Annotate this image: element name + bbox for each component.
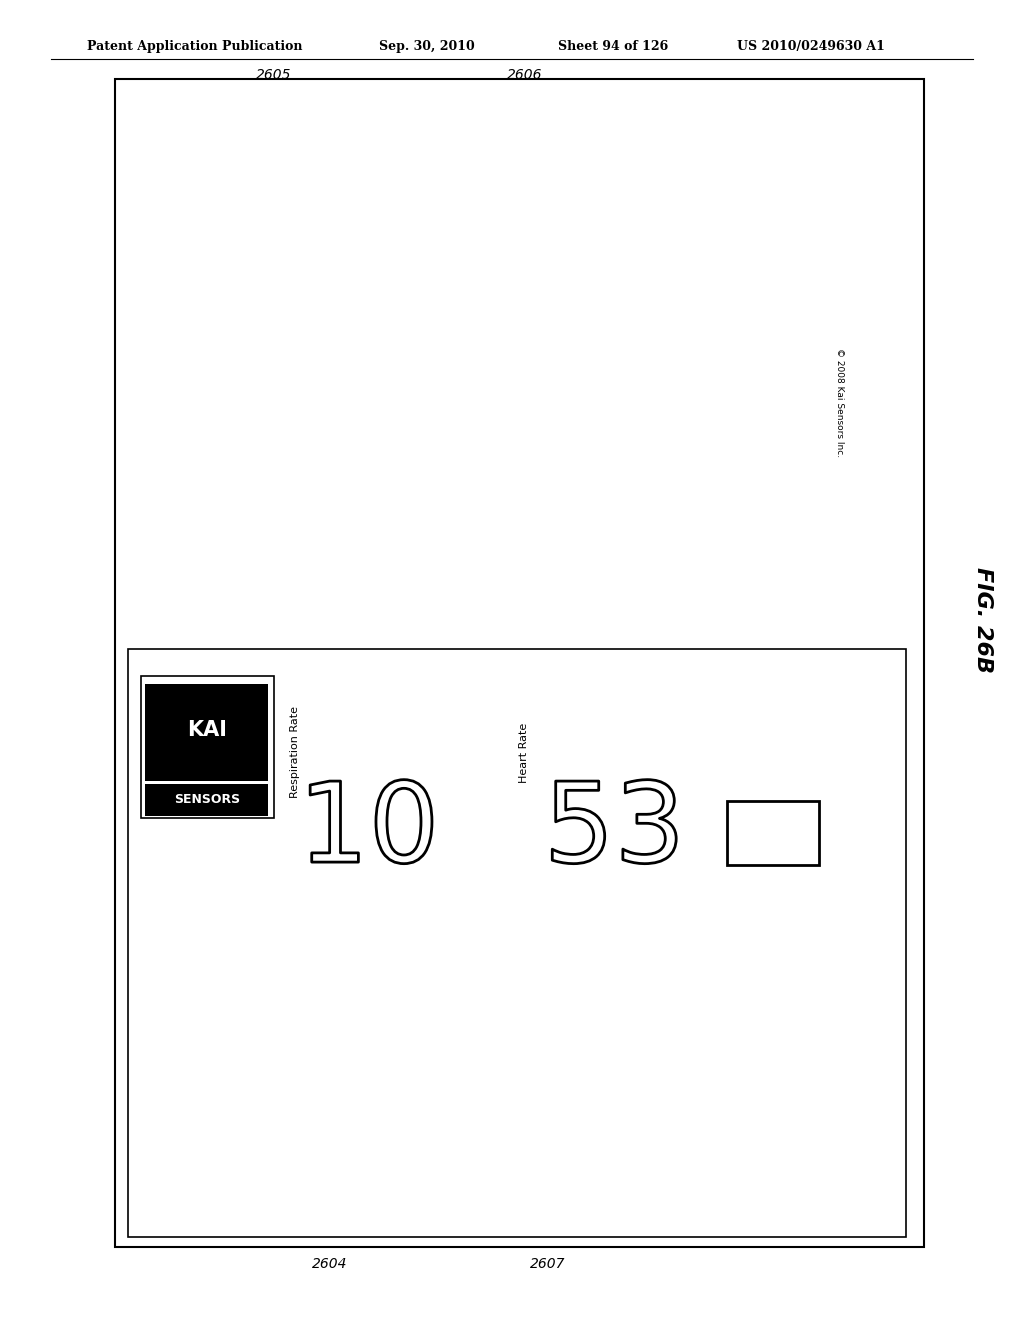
Text: Sheet 94 of 126: Sheet 94 of 126 bbox=[558, 40, 669, 53]
Text: Sep. 30, 2010: Sep. 30, 2010 bbox=[379, 40, 475, 53]
X-axis label: Amplitude (V): Amplitude (V) bbox=[286, 631, 349, 639]
Text: Respiration Rate: Respiration Rate bbox=[290, 706, 300, 799]
Text: © 2008 Kai Sensors Inc.: © 2008 Kai Sensors Inc. bbox=[836, 348, 844, 457]
Text: KAI: KAI bbox=[187, 719, 226, 741]
Text: 2607: 2607 bbox=[530, 1257, 565, 1271]
Text: US 2010/0249630 A1: US 2010/0249630 A1 bbox=[737, 40, 885, 53]
Y-axis label: Time (s): Time (s) bbox=[495, 351, 503, 388]
Text: 2606: 2606 bbox=[507, 67, 543, 82]
Text: Heart Rate: Heart Rate bbox=[519, 722, 529, 783]
Text: 2605: 2605 bbox=[256, 67, 292, 82]
Text: 10: 10 bbox=[298, 777, 439, 886]
Text: Patent Application Publication: Patent Application Publication bbox=[87, 40, 302, 53]
Y-axis label: Time (s): Time (s) bbox=[820, 351, 828, 388]
Text: 53: 53 bbox=[544, 777, 685, 886]
X-axis label: Amplitude (V): Amplitude (V) bbox=[611, 631, 675, 639]
Text: SENSORS: SENSORS bbox=[174, 793, 240, 807]
Text: FIG. 26B: FIG. 26B bbox=[973, 568, 993, 673]
Text: 2604: 2604 bbox=[312, 1257, 347, 1271]
